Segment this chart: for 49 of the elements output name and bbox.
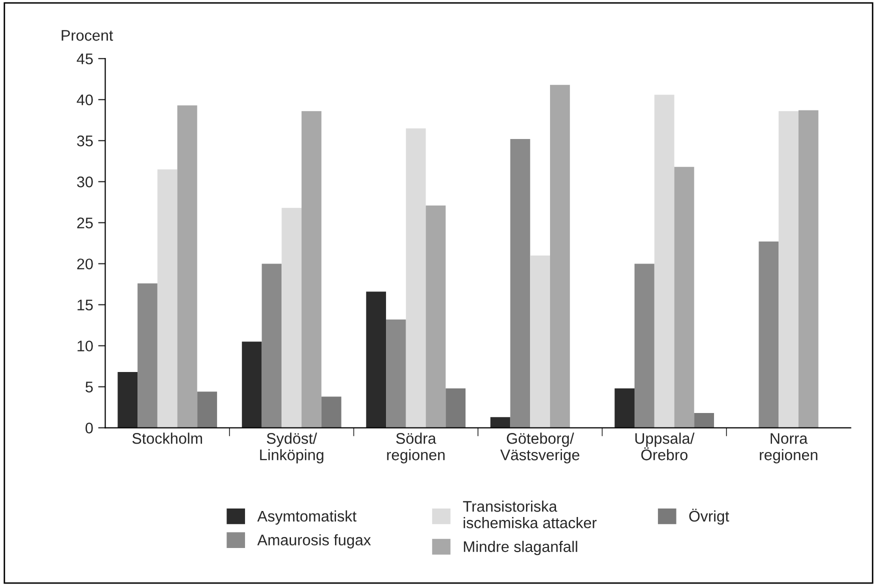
bar	[157, 169, 178, 428]
bar	[406, 128, 426, 428]
x-tick-label: Stockholm	[132, 432, 202, 444]
bar	[386, 319, 406, 428]
bar	[634, 264, 654, 428]
legend-label: Övrigt	[689, 508, 730, 525]
bar	[778, 111, 799, 428]
bar	[366, 292, 386, 428]
x-tick-label: Sydöst/ Linköping	[260, 432, 324, 464]
bar	[242, 342, 262, 428]
legend-label: Mindre slaganfall	[464, 540, 578, 556]
bar	[426, 205, 446, 428]
y-tick-label: 5	[86, 382, 93, 392]
x-tick-label: Norra regionen	[760, 433, 818, 464]
y-tick-label: 40	[76, 94, 93, 106]
y-tick-label: 20	[77, 258, 93, 270]
x-tick-label: Göteborg/ Västsverige	[500, 432, 580, 464]
bar	[118, 372, 138, 428]
bar	[262, 264, 282, 428]
bar	[321, 396, 342, 428]
y-tick-label: 0	[86, 422, 93, 434]
y-tick-label: 15	[78, 300, 93, 310]
legend-label: Asymtomatiskt	[257, 510, 356, 525]
bar	[510, 139, 530, 428]
bar	[694, 413, 714, 428]
y-tick-label: 35	[77, 136, 93, 146]
bar	[446, 388, 466, 428]
bar	[302, 111, 322, 428]
bar	[138, 283, 158, 428]
y-axis-title: Procent	[62, 30, 114, 41]
bar	[758, 242, 779, 428]
y-tick-label: 25	[77, 218, 93, 228]
x-tick-label: Södra regionen	[387, 432, 445, 464]
y-tick-label: 30	[77, 176, 93, 188]
bar	[177, 105, 198, 428]
bar	[490, 417, 510, 428]
bar	[197, 392, 218, 428]
bar	[674, 166, 694, 428]
bar	[550, 84, 570, 428]
legend-label: Transistoriska ischemiska attacker	[463, 500, 597, 528]
bar	[654, 94, 674, 428]
bar	[798, 110, 818, 428]
legend-label: Amaurosis fugax	[257, 534, 371, 548]
bar	[614, 388, 635, 428]
x-tick-label: Uppsala/ Örebro	[635, 432, 694, 460]
y-tick-label: 45	[76, 54, 93, 64]
bar	[530, 255, 550, 428]
y-tick-label: 10	[78, 340, 93, 352]
bar	[282, 208, 302, 428]
